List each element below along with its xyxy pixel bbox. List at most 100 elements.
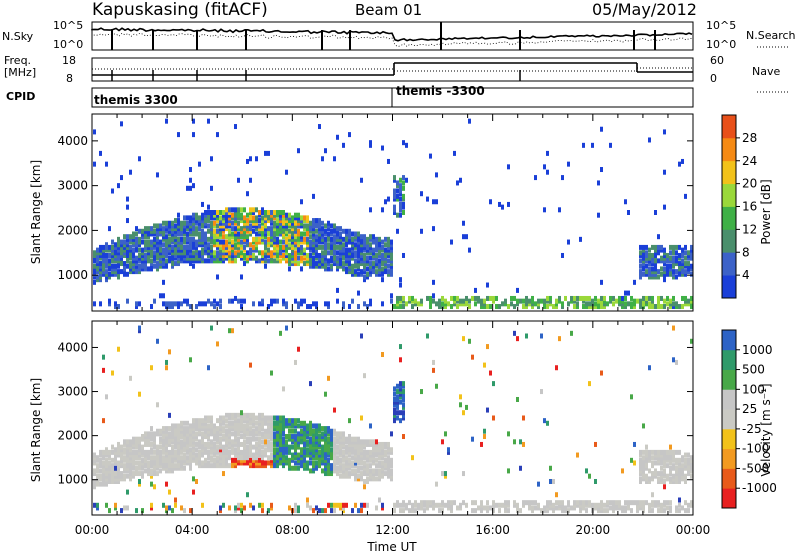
velocity-cell — [642, 460, 645, 466]
velocity-colorbar-tick-label: 100 — [742, 382, 765, 396]
power-cell — [156, 223, 159, 229]
velocity-cell — [360, 333, 363, 339]
velocity-cell — [432, 505, 435, 511]
power-cell — [111, 250, 114, 256]
velocity-cell — [669, 478, 672, 484]
power-cell — [102, 250, 105, 256]
velocity-cell — [669, 460, 672, 466]
power-cell — [621, 298, 624, 304]
velocity-cell — [315, 449, 318, 455]
velocity-cell — [174, 423, 177, 429]
power-cell — [534, 175, 537, 181]
velocity-cell — [399, 410, 402, 416]
power-cell — [165, 118, 168, 124]
velocity-cell — [657, 478, 660, 484]
power-cell — [618, 298, 621, 304]
velocity-cell — [381, 441, 384, 447]
velocity-cell — [336, 502, 339, 508]
velocity-cell — [366, 452, 369, 458]
freq-tick-top: 18 — [62, 54, 76, 67]
power-cell — [198, 236, 201, 242]
power-cell — [129, 236, 132, 242]
power-cell — [255, 156, 258, 162]
velocity-cell — [324, 463, 327, 469]
power-cell — [657, 250, 660, 256]
velocity-cell — [114, 460, 117, 466]
power-cell — [648, 258, 651, 264]
velocity-cell — [654, 460, 657, 466]
power-cell — [204, 258, 207, 264]
velocity-cell — [171, 423, 174, 429]
power-cell — [387, 263, 390, 269]
power-cell — [327, 304, 330, 310]
power-cell — [378, 258, 381, 264]
power-cell — [111, 271, 114, 277]
power-cell — [204, 220, 207, 226]
power-cell — [546, 169, 549, 175]
velocity-cell — [246, 444, 249, 450]
power-cell — [225, 218, 228, 224]
power-cell — [393, 210, 396, 215]
velocity-cell — [687, 508, 690, 514]
velocity-cell — [381, 352, 384, 358]
velocity-cell — [507, 431, 510, 437]
power-cell — [126, 271, 129, 277]
power-cell — [348, 252, 351, 258]
power-cell — [93, 258, 96, 264]
power-cell — [153, 255, 156, 261]
velocity-cell — [291, 457, 294, 463]
power-cell — [213, 252, 216, 258]
power-cell — [672, 250, 675, 256]
velocity-cell — [147, 434, 150, 440]
velocity-cell — [342, 452, 345, 458]
power-cell — [108, 271, 111, 277]
power-cell — [651, 266, 654, 272]
velocity-cell — [279, 426, 282, 432]
velocity-cell — [228, 420, 231, 426]
velocity-cell — [492, 505, 495, 511]
power-cell — [162, 263, 165, 269]
power-cell — [111, 252, 114, 258]
power-cell — [681, 261, 684, 267]
power-cell — [129, 263, 132, 269]
power-cell — [261, 228, 264, 234]
power-cell — [300, 247, 303, 253]
velocity-cell — [288, 418, 291, 424]
power-cell — [291, 228, 294, 234]
power-cell — [183, 220, 186, 226]
velocity-cell — [195, 478, 198, 484]
velocity-cell — [666, 452, 669, 458]
power-cell — [336, 261, 339, 267]
velocity-cell — [315, 439, 318, 445]
velocity-cell — [342, 434, 345, 440]
velocity-cell — [120, 471, 123, 477]
power-cell — [219, 215, 222, 221]
power-cell — [660, 295, 663, 301]
velocity-cell — [360, 444, 363, 450]
power-cell — [156, 228, 159, 234]
velocity-cell — [219, 447, 222, 453]
power-cell — [294, 261, 297, 267]
power-cell — [549, 298, 552, 304]
velocity-cell — [642, 455, 645, 461]
velocity-cell — [117, 452, 120, 458]
power-cell — [342, 266, 345, 272]
velocity-cell — [291, 418, 294, 424]
velocity-cell — [330, 508, 333, 514]
velocity-cell — [141, 457, 144, 463]
power-cell — [609, 142, 612, 148]
velocity-cell — [258, 463, 261, 469]
power-cell — [108, 252, 111, 258]
power-cell — [225, 252, 228, 258]
velocity-cell — [561, 502, 564, 508]
velocity-cell — [345, 457, 348, 463]
velocity-cell — [177, 426, 180, 432]
power-cell — [228, 255, 231, 261]
velocity-cell — [297, 508, 300, 514]
power-cell — [681, 252, 684, 258]
velocity-cell — [516, 505, 519, 511]
power-cell — [432, 279, 435, 285]
velocity-cell — [582, 500, 585, 506]
velocity-cell — [108, 478, 111, 484]
velocity-cell — [342, 468, 345, 474]
